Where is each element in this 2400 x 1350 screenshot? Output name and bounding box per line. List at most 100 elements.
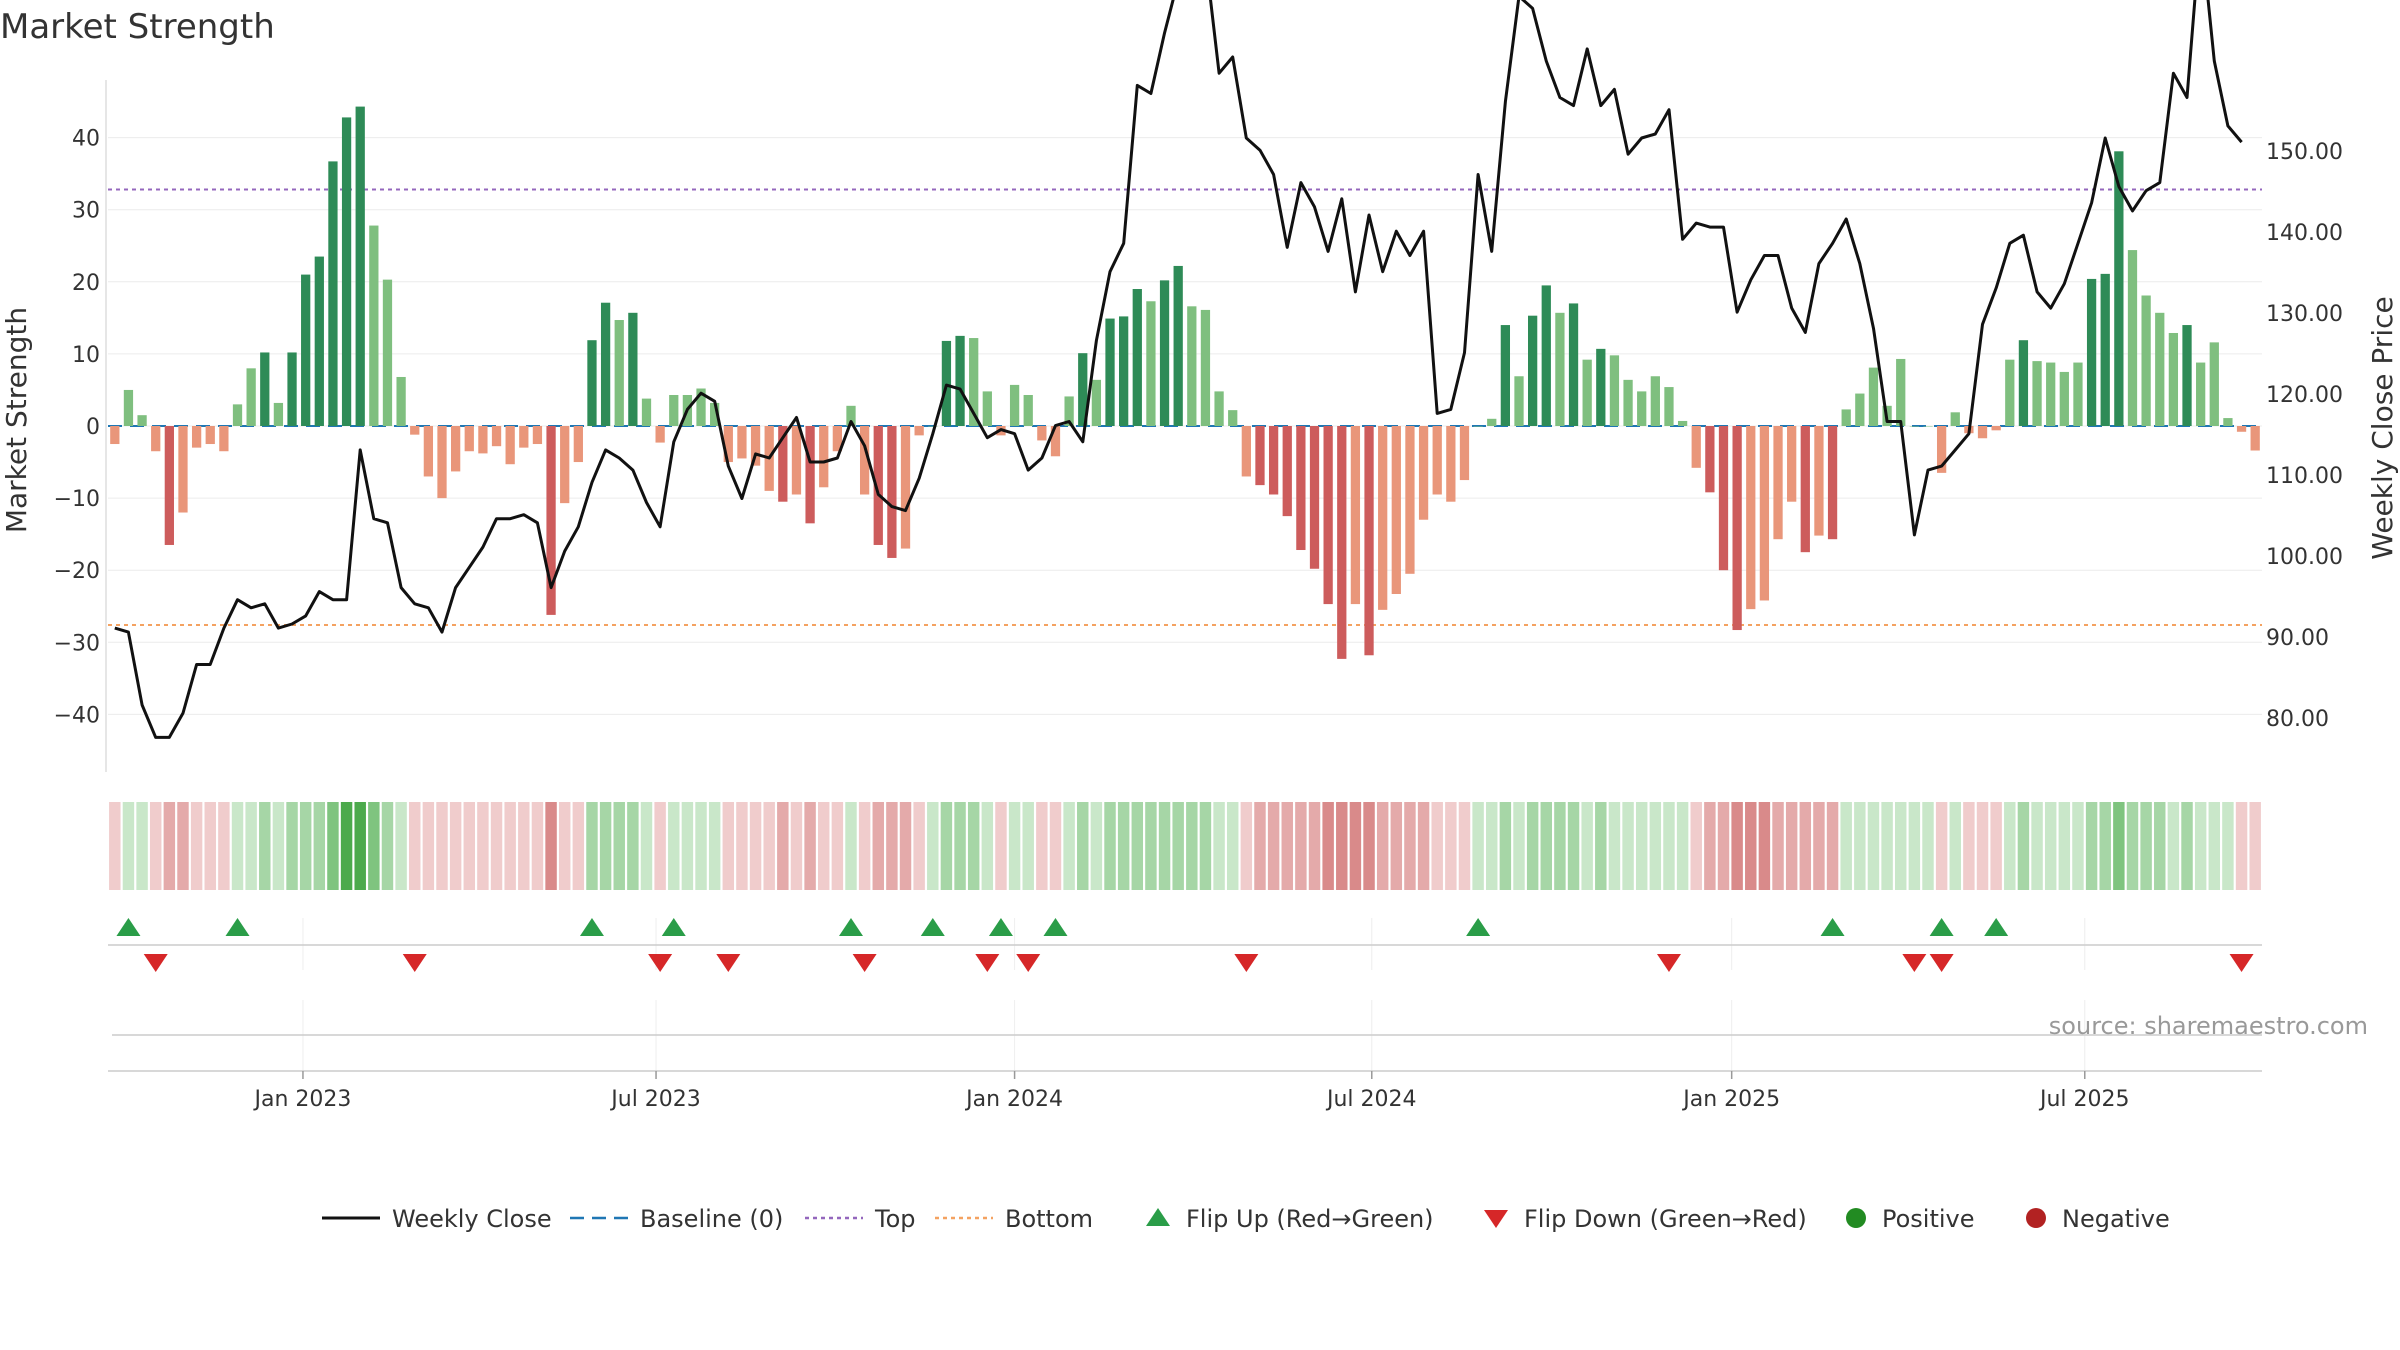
strip-cell xyxy=(886,802,898,890)
strip-cell xyxy=(299,802,312,890)
strip-cell xyxy=(163,802,176,890)
strip-cell xyxy=(177,802,189,890)
strip-cell xyxy=(1881,802,1893,890)
strip-cell xyxy=(1213,802,1225,890)
flip-up-marker xyxy=(1984,918,2009,936)
strip-cell xyxy=(1158,802,1171,890)
strip-cell xyxy=(668,802,680,890)
flip-up-marker xyxy=(116,918,141,936)
strength-bar xyxy=(1228,410,1238,426)
strength-bar xyxy=(737,426,747,459)
strip-cell xyxy=(2167,802,2180,890)
weekly-close-line xyxy=(114,0,2243,739)
strip-cell xyxy=(1540,802,1552,890)
strip-cell xyxy=(1895,802,1907,890)
y-right-tick-label: 110.00 xyxy=(2266,464,2343,489)
strength-bar xyxy=(1568,303,1579,426)
weekly-close-polyline xyxy=(114,0,2243,739)
strength-bar xyxy=(2182,325,2192,426)
strip-cell xyxy=(1376,802,1389,890)
strip-cell xyxy=(790,802,803,890)
y-right-tick-label: 150.00 xyxy=(2266,140,2343,165)
y-left-tick-label: −40 xyxy=(54,703,100,728)
flip-down-marker xyxy=(648,954,673,972)
strength-bar xyxy=(1500,325,1511,426)
flip-up-marker xyxy=(1466,918,1491,936)
flip-down-marker xyxy=(1929,954,1954,972)
strip-cell xyxy=(1976,802,1989,890)
strength-bar xyxy=(1991,426,2001,431)
strength-bar xyxy=(982,391,992,426)
strength-bar xyxy=(669,394,679,426)
reference-lines xyxy=(108,188,2262,626)
strength-bar xyxy=(1323,426,1333,605)
strip-cell xyxy=(272,802,285,890)
strip-cell xyxy=(395,802,407,890)
strength-bar xyxy=(1173,265,1183,426)
strip-cell xyxy=(818,802,830,890)
strength-bar xyxy=(1050,426,1061,457)
strip-cell xyxy=(1145,802,1157,890)
strip-cell xyxy=(245,802,257,890)
strip-cell xyxy=(899,802,912,890)
y-right-tick-label: 80.00 xyxy=(2266,707,2329,732)
strength-bar xyxy=(519,426,529,448)
strip-cell xyxy=(190,802,203,890)
strength-bar xyxy=(928,426,938,427)
strip-cell xyxy=(763,802,775,890)
strength-bar xyxy=(1609,355,1620,426)
strip-cell xyxy=(1567,802,1580,890)
strip-cell xyxy=(2085,802,2098,890)
y-right-tick-label: 120.00 xyxy=(2266,383,2343,408)
strength-bar xyxy=(1787,426,1797,502)
strength-bar xyxy=(1896,358,1906,426)
strength-bar xyxy=(723,426,733,463)
strength-bar xyxy=(1855,393,1865,426)
strip-cell xyxy=(913,802,925,890)
strength-bar xyxy=(260,352,270,426)
strength-bar xyxy=(614,320,624,426)
strength-bar xyxy=(2168,332,2179,426)
left-axis: 40 30 20 10 0 −10 −20 −30 −40 xyxy=(54,80,107,772)
y-right-tick-label: 130.00 xyxy=(2266,302,2343,327)
strip-cell xyxy=(204,802,216,890)
strength-bar xyxy=(573,426,583,463)
strength-bar xyxy=(178,426,188,513)
strip-cell xyxy=(831,802,844,890)
flip-down-marker xyxy=(143,954,168,972)
strip-cell xyxy=(1240,802,1253,890)
strip-cell xyxy=(490,802,503,890)
strip-cell xyxy=(1199,802,1212,890)
strength-bar xyxy=(2059,371,2069,426)
strip-cell xyxy=(2222,802,2234,890)
strength-bar xyxy=(1009,384,1020,426)
strip-cell xyxy=(149,802,162,890)
strip-cell xyxy=(368,802,380,890)
strength-bar xyxy=(1691,426,1701,468)
strength-bar xyxy=(1037,426,1047,441)
strip-cell xyxy=(981,802,994,890)
strength-bar xyxy=(1541,285,1551,426)
strip-cell xyxy=(422,802,435,890)
flip-down-marker xyxy=(716,954,741,972)
strength-bar xyxy=(2209,342,2219,426)
strength-bar xyxy=(287,352,297,426)
strip-cell xyxy=(736,802,748,890)
strip-cell xyxy=(327,802,339,890)
x-tick-label: Jan 2023 xyxy=(252,1087,351,1112)
strip-cell xyxy=(1608,802,1621,890)
strip-cell xyxy=(1799,802,1812,890)
strength-bar xyxy=(1909,426,1919,427)
strip-cell xyxy=(2004,802,2016,890)
strip-cell xyxy=(1022,802,1034,890)
strength-bar xyxy=(1868,367,1879,426)
strip-cell xyxy=(1663,802,1675,890)
strip-cell xyxy=(109,802,121,890)
flip-up-marker xyxy=(225,918,250,936)
y-right-tick-label: 140.00 xyxy=(2266,221,2343,246)
legend-label: Weekly Close xyxy=(392,1205,552,1233)
strength-bar xyxy=(1432,426,1442,495)
x-tick-label: Jan 2025 xyxy=(1681,1087,1780,1112)
strength-bar xyxy=(832,426,842,452)
strength-bar xyxy=(273,402,284,426)
